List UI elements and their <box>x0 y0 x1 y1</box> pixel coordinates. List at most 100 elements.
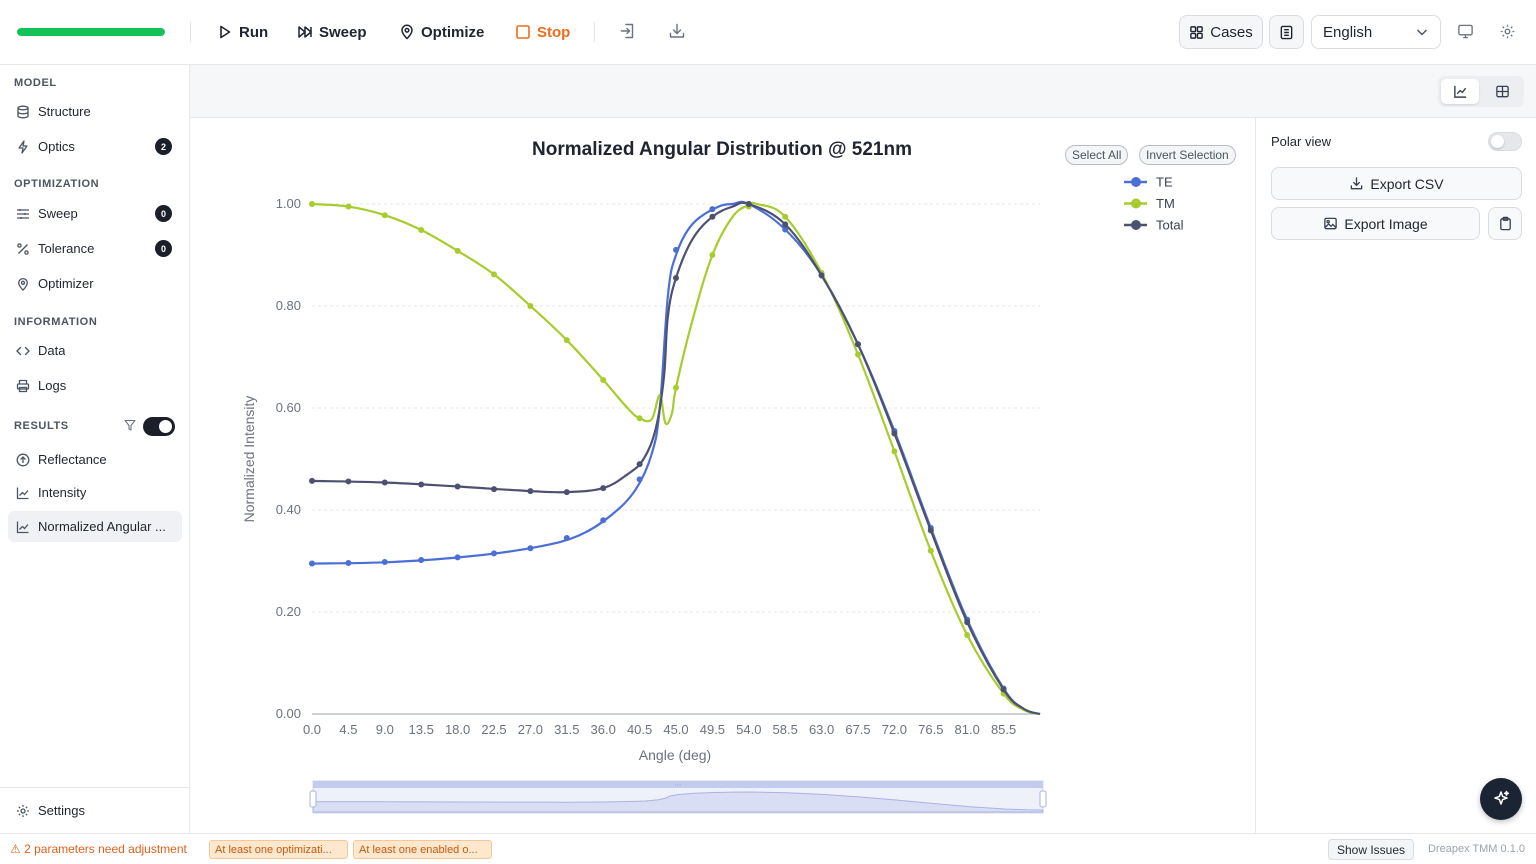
sidebar-item-structure[interactable]: Structure <box>8 96 182 127</box>
legend-label: Total <box>1156 218 1184 233</box>
data-point <box>454 554 461 561</box>
table-view-button[interactable] <box>1483 79 1521 104</box>
data-point <box>709 213 716 220</box>
sparkle-icon <box>1494 790 1510 805</box>
data-point <box>673 384 679 391</box>
legend-marker <box>1131 220 1141 230</box>
issue-chip[interactable]: At least one enabled o... <box>353 840 492 859</box>
sidebar-item-optics[interactable]: Optics 2 <box>8 131 182 162</box>
stop-button[interactable]: Stop <box>515 18 570 46</box>
sidebar-item-settings[interactable]: Settings <box>8 795 182 826</box>
select-all-button[interactable]: Select All <box>1065 145 1129 165</box>
data-point <box>782 226 789 233</box>
cases-label: Cases <box>1210 23 1253 41</box>
export-image-button[interactable]: Export Image <box>1271 207 1480 240</box>
sidebar-item-label: Normalized Angular ... <box>38 519 166 534</box>
invert-selection-button[interactable]: Invert Selection <box>1139 145 1236 165</box>
data-point <box>491 271 497 278</box>
x-tick-label: 54.0 <box>736 722 761 737</box>
chart-view-button[interactable] <box>1441 79 1479 104</box>
data-point <box>309 560 315 567</box>
toggle-knob <box>159 420 172 433</box>
monitor-icon[interactable] <box>1457 23 1474 40</box>
zoom-handle[interactable] <box>1039 790 1047 808</box>
optimize-button[interactable]: Optimize <box>399 18 484 46</box>
toggle-knob <box>1491 135 1504 148</box>
grid-icon <box>1190 25 1204 39</box>
sweep-button[interactable]: Sweep <box>297 18 367 46</box>
printer-icon <box>16 379 30 392</box>
x-axis-label: Angle (deg) <box>639 747 711 763</box>
x-tick-label: 81.0 <box>955 722 980 737</box>
import-icon[interactable] <box>619 22 637 40</box>
x-tick-label: 40.5 <box>627 722 652 737</box>
section-title-model: MODEL <box>14 77 57 89</box>
show-issues-button[interactable]: Show Issues <box>1328 839 1414 860</box>
issue-chip[interactable]: At least one optimizati... <box>209 840 348 859</box>
sidebar-item-reflectance[interactable]: Reflectance <box>8 444 182 475</box>
database-icon <box>17 105 29 118</box>
sidebar-item-label: Structure <box>38 104 91 119</box>
y-tick-label: 0.20 <box>276 604 301 619</box>
legend-item[interactable]: Total <box>1124 218 1184 233</box>
y-tick-label: 0.40 <box>276 502 301 517</box>
ai-assistant-button[interactable] <box>1480 778 1522 820</box>
data-point <box>782 213 789 220</box>
legend-item[interactable]: TM <box>1124 196 1175 211</box>
sidebar: MODEL Structure Optics 2 OPTIMIZATION Sw… <box>0 65 190 833</box>
data-point <box>1000 686 1007 693</box>
data-point <box>891 430 898 437</box>
results-filter-toggle[interactable] <box>143 417 175 436</box>
data-point <box>600 485 607 492</box>
x-axis-ticks: 0.0 4.5 9.0 13.5 18.0 22.5 27.0 31.5 36.0 40.5 45.… <box>303 722 1016 737</box>
x-tick-label: 45.0 <box>663 722 688 737</box>
sidebar-item-label: Reflectance <box>38 452 107 467</box>
data-point <box>345 203 352 210</box>
sidebar-item-optimizer[interactable]: Optimizer <box>8 268 182 299</box>
filter-icon[interactable] <box>124 419 136 431</box>
zoom-grip[interactable]: ⋯ <box>675 782 682 789</box>
sidebar-item-tolerance[interactable]: Tolerance 0 <box>8 233 182 264</box>
data-point <box>491 550 497 557</box>
sidebar-item-intensity[interactable]: Intensity <box>8 477 182 508</box>
clipboard-icon <box>1499 216 1511 231</box>
download-icon <box>1351 177 1363 190</box>
data-point <box>527 545 534 552</box>
cases-button[interactable]: Cases <box>1179 15 1263 49</box>
export-csv-button[interactable]: Export CSV <box>1271 167 1522 200</box>
sidebar-item-logs[interactable]: Logs <box>8 370 182 401</box>
run-button[interactable]: Run <box>217 18 268 46</box>
run-label: Run <box>239 23 269 41</box>
map-pin-icon <box>18 277 28 291</box>
data-point <box>527 488 534 495</box>
polar-view-toggle[interactable] <box>1488 132 1522 151</box>
copy-to-clipboard-button[interactable] <box>1488 207 1522 240</box>
notes-button[interactable] <box>1269 15 1304 49</box>
sidebar-item-sweep[interactable]: Sweep 0 <box>8 198 182 229</box>
legend-item[interactable]: TE <box>1124 175 1173 190</box>
data-point <box>855 341 861 348</box>
sidebar-footer: Settings <box>0 787 189 818</box>
language-select[interactable]: English <box>1311 15 1441 49</box>
data-point <box>418 481 425 488</box>
sidebar-item-label: Data <box>38 343 66 358</box>
sidebar-item-label: Logs <box>38 378 67 393</box>
zoom-handle[interactable] <box>309 790 317 808</box>
language-value: English <box>1323 23 1373 41</box>
legend-label: TE <box>1156 175 1173 190</box>
zoom-range-bar[interactable] <box>313 781 1043 788</box>
data-point <box>964 631 971 638</box>
export-image-label: Export Image <box>1344 215 1428 232</box>
sidebar-item-normalized-angular[interactable]: Normalized Angular ... <box>8 511 182 542</box>
y-axis-ticks: 0.00 0.20 0.40 0.60 0.80 1.00 <box>276 196 301 721</box>
lightning-icon <box>18 139 28 154</box>
data-point <box>636 461 643 468</box>
sweep-icon <box>298 26 312 38</box>
data-point <box>381 479 388 486</box>
warning-message[interactable]: ⚠ 2 parameters need adjustment <box>10 842 187 856</box>
zoom-preview <box>312 791 1044 813</box>
sidebar-item-data[interactable]: Data <box>8 335 182 366</box>
download-icon[interactable] <box>668 22 686 40</box>
y-tick-label: 0.60 <box>276 400 301 415</box>
gear-icon[interactable] <box>1499 23 1516 40</box>
